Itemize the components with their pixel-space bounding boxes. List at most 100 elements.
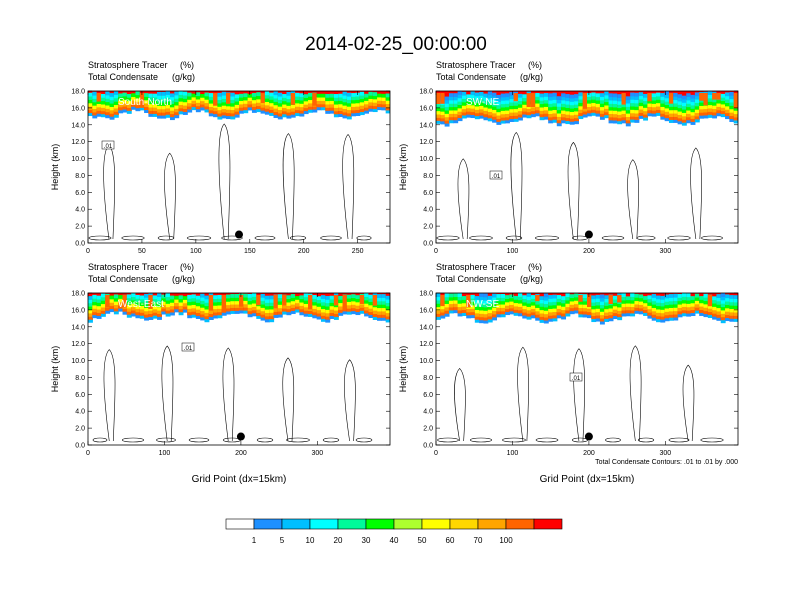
field-cell [286, 295, 292, 300]
field-cell [385, 107, 390, 111]
field-cell [295, 299, 300, 304]
field-cell [543, 93, 549, 97]
field-cell [539, 110, 545, 115]
field-cell [195, 92, 201, 97]
field-cell [483, 310, 489, 315]
field-cell [660, 103, 666, 107]
field-cell [204, 92, 210, 97]
header-condensate-unit: (g/kg) [520, 274, 543, 284]
field-cell [703, 115, 709, 119]
field-cell [230, 304, 236, 308]
field-cell [656, 109, 661, 114]
field-cell [448, 96, 454, 101]
field-cell [599, 311, 605, 316]
field-cell [234, 294, 240, 298]
field-cell [591, 112, 597, 116]
field-cell [690, 299, 696, 304]
field-cell [625, 113, 631, 117]
field-cell [604, 91, 610, 96]
tracer-field [436, 293, 738, 325]
contour-line [457, 158, 470, 240]
y-axis-title: Height (km) [398, 144, 408, 191]
field-cell [729, 112, 735, 117]
field-cell [474, 95, 480, 100]
field-cell [247, 310, 253, 315]
field-cell [638, 297, 644, 302]
colorbar-label: 1 [252, 536, 257, 545]
field-cell [299, 100, 305, 104]
field-cell [470, 108, 476, 113]
field-cell [694, 116, 700, 120]
field-cell [256, 309, 262, 313]
field-cell [587, 308, 592, 313]
field-cell [543, 317, 549, 321]
field-cell [312, 305, 318, 309]
field-cell [681, 299, 687, 304]
field-cell [621, 293, 627, 298]
field-cell [381, 107, 387, 111]
field-cell [643, 117, 648, 121]
field-cell [690, 101, 696, 106]
field-cell [436, 103, 441, 108]
field-cell [96, 299, 102, 303]
contour-label: .01 [184, 346, 193, 352]
field-cell [569, 94, 575, 99]
field-cell [135, 301, 141, 306]
field-cell [88, 113, 93, 117]
field-cell [548, 110, 554, 114]
field-cell [461, 115, 467, 119]
field-cell [453, 99, 459, 104]
field-cell [152, 103, 158, 108]
field-cell [195, 312, 201, 317]
field-cell [578, 95, 584, 100]
field-cell [474, 319, 480, 323]
field-cell [333, 104, 339, 108]
contour-line [320, 235, 342, 241]
field-cell [329, 309, 335, 314]
field-cell [243, 300, 249, 305]
field-cell [703, 314, 709, 318]
field-cell [385, 110, 390, 114]
field-cell [200, 93, 206, 98]
contour-label: .01 [104, 144, 113, 150]
field-cell [461, 112, 467, 116]
field-cell [436, 114, 441, 118]
field-cell [325, 295, 331, 300]
field-cell [479, 296, 485, 301]
field-cell [595, 305, 601, 309]
field-cell [578, 116, 584, 120]
field-cell [720, 296, 726, 301]
field-cell [161, 304, 167, 309]
y-tick-label: 18.0 [71, 89, 85, 96]
field-cell [355, 301, 361, 306]
field-cell [725, 92, 730, 97]
field-cell [617, 94, 623, 98]
field-cell [526, 93, 531, 108]
field-cell [299, 110, 305, 114]
field-cell [712, 93, 717, 100]
field-cell [92, 294, 98, 299]
condensate-contours [437, 345, 724, 443]
field-cell [359, 95, 365, 99]
field-cell [320, 298, 326, 303]
field-cell [526, 299, 532, 304]
field-cell [535, 109, 541, 114]
field-cell [513, 105, 519, 110]
field-cell [351, 93, 357, 97]
field-cell [316, 303, 322, 307]
field-cell [204, 106, 210, 110]
contour-label-box [489, 170, 503, 180]
field-cell [725, 116, 730, 120]
y-tick-label: 6.0 [423, 190, 433, 197]
field-cell [316, 313, 322, 317]
field-cell [277, 294, 283, 299]
colorbar-label: 70 [474, 536, 483, 545]
field-cell [694, 95, 700, 100]
field-cell [251, 299, 257, 304]
field-cell [668, 307, 674, 312]
field-cell [243, 103, 249, 108]
field-cell [113, 91, 119, 95]
field-cell [703, 297, 709, 301]
x-tick-label: 0 [434, 450, 438, 457]
field-cell [664, 118, 670, 122]
